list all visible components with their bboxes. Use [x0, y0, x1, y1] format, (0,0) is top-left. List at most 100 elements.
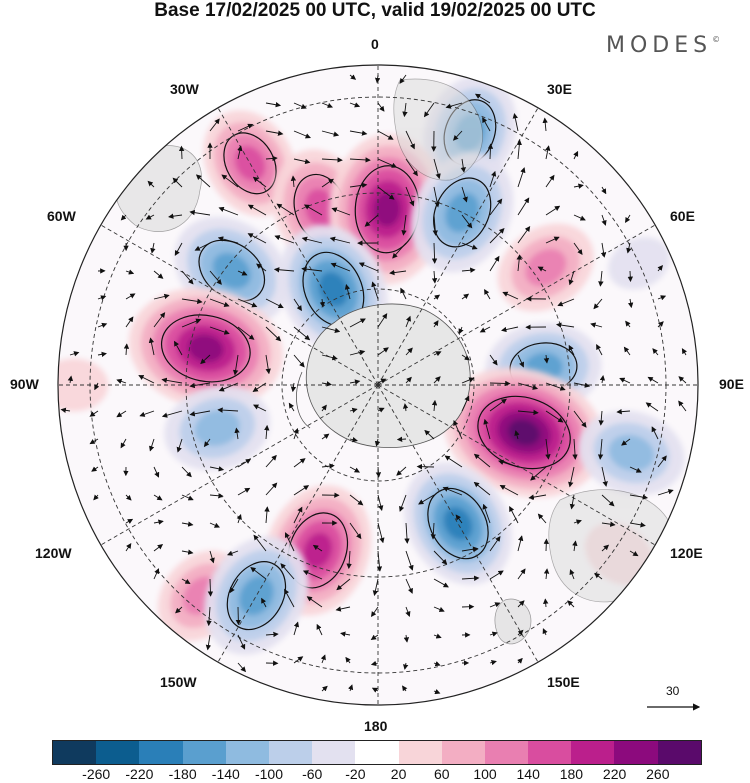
wind-vector — [487, 143, 494, 160]
colorbar-tick-label: 60 — [434, 766, 450, 782]
wind-vector — [461, 354, 471, 361]
wind-vector — [627, 270, 633, 283]
wind-vector — [172, 177, 183, 188]
lon-label-180: 180 — [364, 718, 388, 734]
wind-vector — [543, 354, 550, 364]
wind-vector — [293, 102, 307, 109]
wind-vector — [514, 430, 520, 440]
wind-vector — [590, 322, 603, 328]
wind-vector — [264, 424, 270, 440]
wind-vector — [625, 320, 631, 328]
wind-vector — [265, 102, 282, 108]
wind-vector — [153, 312, 166, 328]
wind-vector — [377, 102, 385, 112]
wind-vector — [545, 145, 551, 160]
wind-vector — [377, 378, 387, 384]
wind-vector — [237, 634, 246, 650]
colorbar-swatch — [441, 741, 485, 764]
wind-vector — [405, 578, 413, 594]
wind-vector — [482, 117, 491, 132]
wind-vector — [568, 344, 575, 356]
wind-vector — [442, 486, 463, 496]
wind-vector — [530, 466, 547, 481]
wind-vector — [153, 270, 164, 279]
wind-vector — [399, 74, 407, 84]
wind-vector — [431, 270, 438, 284]
wind-vector — [601, 186, 607, 195]
wind-vector — [321, 354, 338, 361]
wind-vector — [93, 494, 99, 501]
wind-vector — [125, 293, 136, 300]
wind-vector — [573, 183, 584, 189]
wind-vector — [316, 623, 323, 636]
wind-vector — [543, 568, 550, 580]
wind-vector — [207, 578, 214, 597]
wind-vector — [601, 521, 616, 527]
wind-vector — [153, 293, 170, 300]
lon-label-60w: 60W — [47, 208, 76, 224]
wind-vector — [67, 375, 74, 384]
wind-vector — [598, 270, 604, 287]
wind-vector — [153, 519, 164, 525]
wind-vector — [405, 315, 411, 328]
wind-vector — [89, 410, 99, 417]
wind-vector — [209, 466, 225, 472]
wind-vector — [290, 175, 297, 188]
wind-vector — [619, 377, 631, 384]
wind-vector — [657, 455, 667, 468]
wind-vector — [349, 437, 358, 443]
wind-vector — [176, 438, 183, 453]
wind-vector — [479, 326, 491, 333]
wind-vector — [371, 281, 379, 300]
wind-vector — [405, 186, 415, 207]
wind-vector — [329, 236, 351, 244]
wind-vector — [569, 569, 575, 580]
wind-vector — [377, 347, 389, 356]
wind-vector — [138, 375, 155, 384]
wind-vector — [229, 578, 239, 594]
meridian-line — [377, 384, 656, 546]
wind-vector — [321, 130, 340, 137]
wind-vector — [377, 313, 388, 328]
wind-vector — [253, 404, 267, 412]
wind-vector — [652, 348, 659, 356]
wind-vector — [153, 494, 163, 501]
wind-vector — [596, 344, 603, 356]
wind-vector — [461, 395, 470, 412]
lon-label-90w: 90W — [10, 376, 39, 392]
wind-vector — [461, 186, 468, 203]
wind-vector — [599, 375, 606, 384]
wind-vector — [402, 403, 409, 412]
colorbar-swatch — [398, 741, 442, 764]
wind-vector — [237, 123, 254, 132]
colorbar-swatch — [355, 741, 399, 764]
wind-vector — [489, 198, 503, 216]
meridian-line — [377, 224, 656, 386]
wind-vector — [489, 398, 507, 412]
wind-vector — [237, 270, 248, 276]
wind-vector — [349, 494, 364, 506]
wind-vector — [349, 318, 366, 328]
wind-vector — [290, 382, 297, 393]
wind-vector — [433, 158, 441, 180]
wind-vector — [206, 606, 212, 627]
wind-vector — [346, 550, 352, 570]
wind-vector — [601, 494, 615, 507]
wind-vector — [399, 494, 407, 512]
wind-vector — [69, 351, 80, 357]
colorbar-tick-label: -60 — [302, 766, 323, 782]
colorbar-swatch — [182, 741, 226, 764]
wind-vector — [236, 513, 242, 524]
wind-vector — [284, 532, 295, 552]
colorbar — [52, 740, 702, 765]
wind-vector — [512, 113, 519, 132]
wind-vector — [145, 214, 155, 220]
wind-vector — [293, 354, 305, 368]
wind-vector — [189, 382, 211, 389]
wind-vector — [168, 213, 183, 219]
wind-vector — [489, 380, 511, 387]
wind-vector — [453, 130, 463, 141]
wind-vector — [625, 214, 631, 223]
colorbar-tick-label: -100 — [254, 766, 284, 782]
wind-vector — [489, 659, 497, 666]
